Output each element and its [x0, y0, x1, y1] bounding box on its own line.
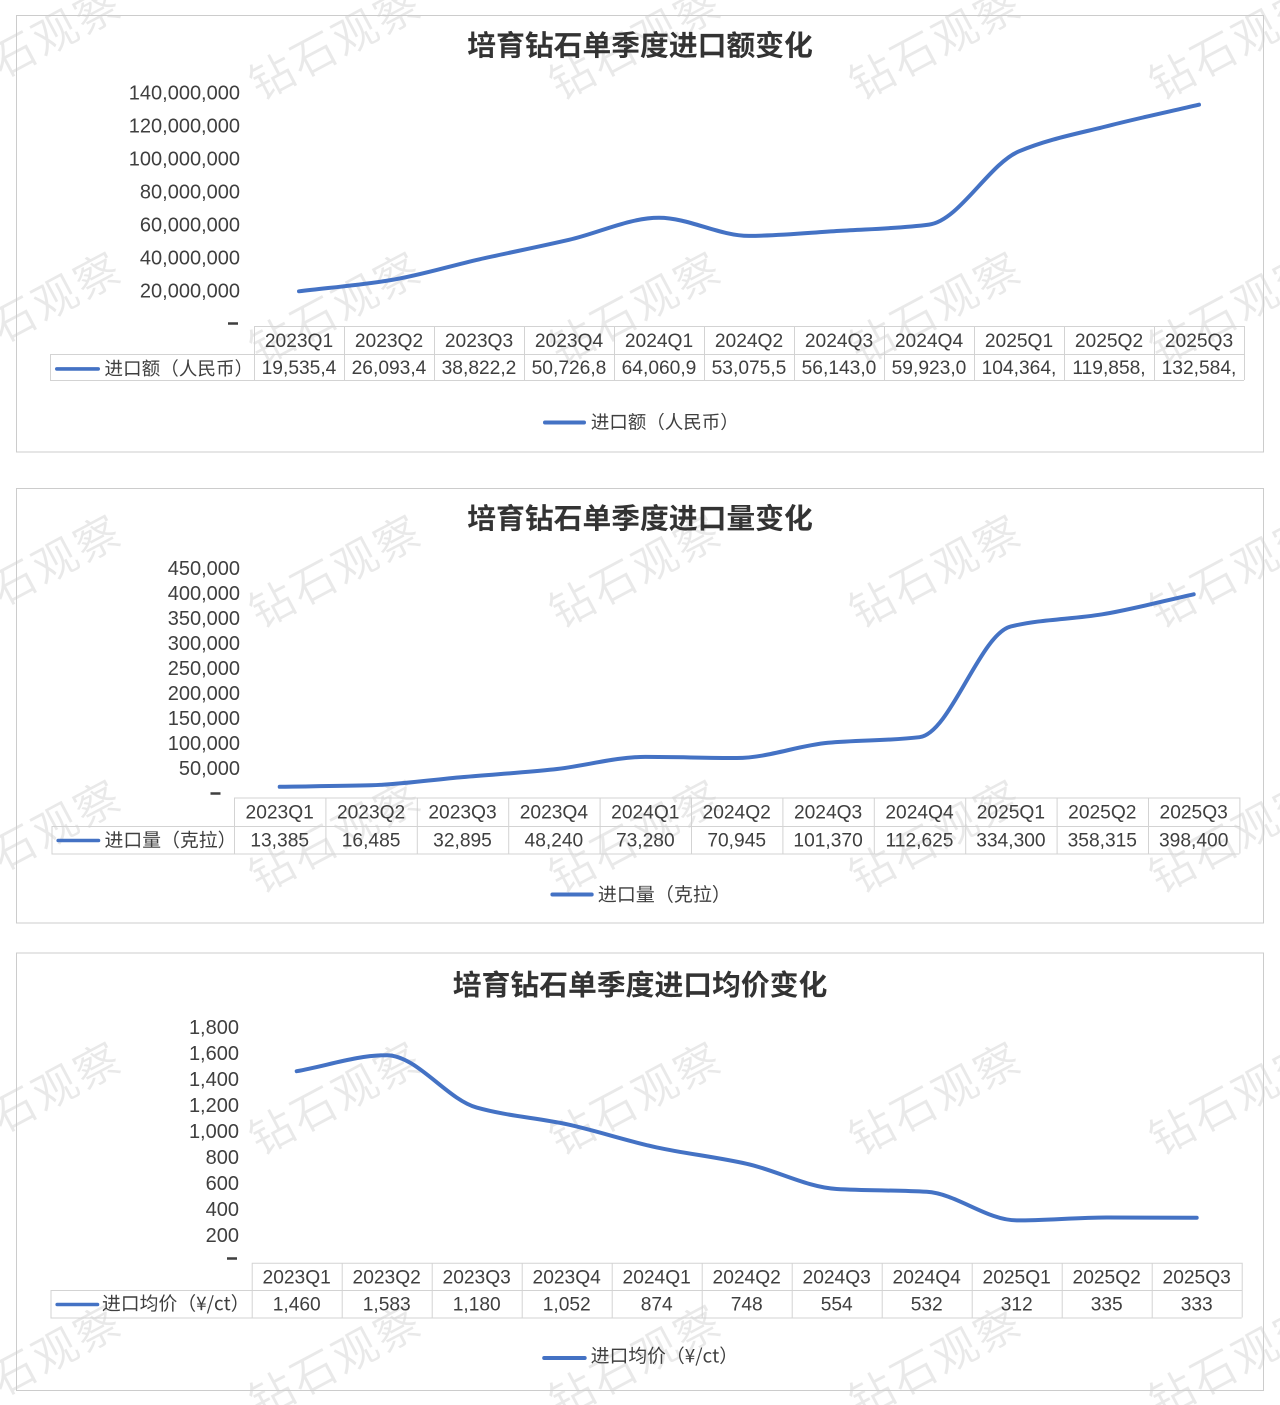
svg-text:38,822,2: 38,822,2	[442, 358, 517, 379]
svg-text:800: 800	[206, 1147, 239, 1169]
svg-text:748: 748	[731, 1295, 763, 1316]
svg-text:600: 600	[206, 1173, 239, 1195]
svg-text:59,923,0: 59,923,0	[892, 358, 967, 379]
svg-text:2023Q2: 2023Q2	[355, 331, 423, 352]
svg-text:2025Q2: 2025Q2	[1075, 331, 1143, 352]
svg-text:312: 312	[1001, 1295, 1033, 1316]
svg-text:56,143,0: 56,143,0	[802, 358, 877, 379]
svg-text:2024Q3: 2024Q3	[794, 803, 862, 824]
svg-text:335: 335	[1091, 1295, 1123, 1316]
svg-text:104,364,: 104,364,	[982, 358, 1057, 379]
svg-text:2023Q3: 2023Q3	[428, 803, 496, 824]
svg-text:1,000: 1,000	[189, 1121, 239, 1143]
svg-text:2024Q3: 2024Q3	[803, 1267, 871, 1288]
svg-text:2023Q4: 2023Q4	[533, 1267, 602, 1288]
svg-text:2025Q3: 2025Q3	[1165, 331, 1233, 352]
svg-text:2023Q1: 2023Q1	[265, 331, 333, 352]
svg-text:140,000,000: 140,000,000	[129, 83, 240, 105]
svg-text:1,052: 1,052	[543, 1295, 591, 1316]
svg-text:40,000,000: 40,000,000	[140, 248, 240, 270]
svg-text:2023Q1: 2023Q1	[263, 1267, 331, 1288]
svg-text:1,583: 1,583	[363, 1295, 411, 1316]
svg-text:120,000,000: 120,000,000	[129, 116, 240, 138]
svg-text:2023Q1: 2023Q1	[246, 803, 314, 824]
svg-text:32,895: 32,895	[433, 831, 492, 852]
svg-text:1,180: 1,180	[453, 1295, 501, 1316]
svg-text:2025Q2: 2025Q2	[1073, 1267, 1141, 1288]
svg-text:2023Q4: 2023Q4	[535, 331, 604, 352]
svg-text:554: 554	[821, 1295, 853, 1316]
svg-text:2024Q2: 2024Q2	[715, 331, 783, 352]
svg-text:1,200: 1,200	[189, 1095, 239, 1117]
svg-text:70,945: 70,945	[707, 831, 766, 852]
svg-text:20,000,000: 20,000,000	[140, 281, 240, 303]
svg-text:358,315: 358,315	[1068, 831, 1137, 852]
svg-text:2024Q1: 2024Q1	[611, 803, 679, 824]
svg-text:2025Q1: 2025Q1	[983, 1267, 1051, 1288]
svg-text:53,075,5: 53,075,5	[712, 358, 787, 379]
svg-text:2024Q1: 2024Q1	[625, 331, 693, 352]
svg-text:400,000: 400,000	[168, 583, 240, 605]
svg-text:2023Q3: 2023Q3	[443, 1267, 511, 1288]
svg-text:50,000: 50,000	[179, 758, 240, 780]
svg-text:200,000: 200,000	[168, 683, 240, 705]
svg-text:80,000,000: 80,000,000	[140, 182, 240, 204]
svg-text:16,485: 16,485	[342, 831, 401, 852]
svg-text:150,000: 150,000	[168, 708, 240, 730]
svg-text:60,000,000: 60,000,000	[140, 215, 240, 237]
svg-text:2024Q4: 2024Q4	[895, 331, 964, 352]
svg-text:532: 532	[911, 1295, 943, 1316]
svg-text:2025Q1: 2025Q1	[985, 331, 1053, 352]
svg-text:1,460: 1,460	[273, 1295, 321, 1316]
svg-text:2025Q2: 2025Q2	[1068, 803, 1136, 824]
svg-text:64,060,9: 64,060,9	[622, 358, 697, 379]
svg-text:13,385: 13,385	[250, 831, 309, 852]
svg-text:2023Q4: 2023Q4	[520, 803, 589, 824]
svg-text:50,726,8: 50,726,8	[532, 358, 607, 379]
svg-text:2023Q2: 2023Q2	[337, 803, 405, 824]
svg-text:19,535,4: 19,535,4	[262, 358, 337, 379]
svg-text:874: 874	[641, 1295, 673, 1316]
svg-text:48,240: 48,240	[525, 831, 584, 852]
svg-text:100,000: 100,000	[168, 733, 240, 755]
svg-text:398,400: 398,400	[1159, 831, 1228, 852]
svg-text:100,000,000: 100,000,000	[129, 149, 240, 171]
svg-text:2023Q3: 2023Q3	[445, 331, 513, 352]
svg-text:200: 200	[206, 1225, 239, 1247]
svg-text:300,000: 300,000	[168, 633, 240, 655]
svg-text:250,000: 250,000	[168, 658, 240, 680]
svg-text:400: 400	[206, 1199, 239, 1221]
svg-text:2024Q2: 2024Q2	[703, 803, 771, 824]
svg-text:132,584,: 132,584,	[1162, 358, 1237, 379]
svg-text:2025Q1: 2025Q1	[977, 803, 1045, 824]
svg-text:112,625: 112,625	[886, 831, 954, 852]
svg-text:2024Q4: 2024Q4	[893, 1267, 962, 1288]
svg-text:334,300: 334,300	[976, 831, 1045, 852]
svg-text:450,000: 450,000	[168, 558, 240, 580]
svg-text:1,400: 1,400	[189, 1069, 239, 1091]
svg-text:2024Q2: 2024Q2	[713, 1267, 781, 1288]
svg-text:2024Q3: 2024Q3	[805, 331, 873, 352]
svg-text:2024Q4: 2024Q4	[885, 803, 954, 824]
svg-text:2025Q3: 2025Q3	[1160, 803, 1228, 824]
svg-text:26,093,4: 26,093,4	[352, 358, 427, 379]
svg-text:73,280: 73,280	[616, 831, 675, 852]
svg-text:1,600: 1,600	[189, 1043, 239, 1065]
svg-text:2024Q1: 2024Q1	[623, 1267, 691, 1288]
svg-text:1,800: 1,800	[189, 1017, 239, 1039]
svg-text:119,858,: 119,858,	[1072, 358, 1145, 379]
svg-text:333: 333	[1181, 1295, 1213, 1316]
svg-text:350,000: 350,000	[168, 608, 240, 630]
svg-text:2023Q2: 2023Q2	[353, 1267, 421, 1288]
svg-text:101,370: 101,370	[793, 831, 862, 852]
svg-text:2025Q3: 2025Q3	[1163, 1267, 1231, 1288]
